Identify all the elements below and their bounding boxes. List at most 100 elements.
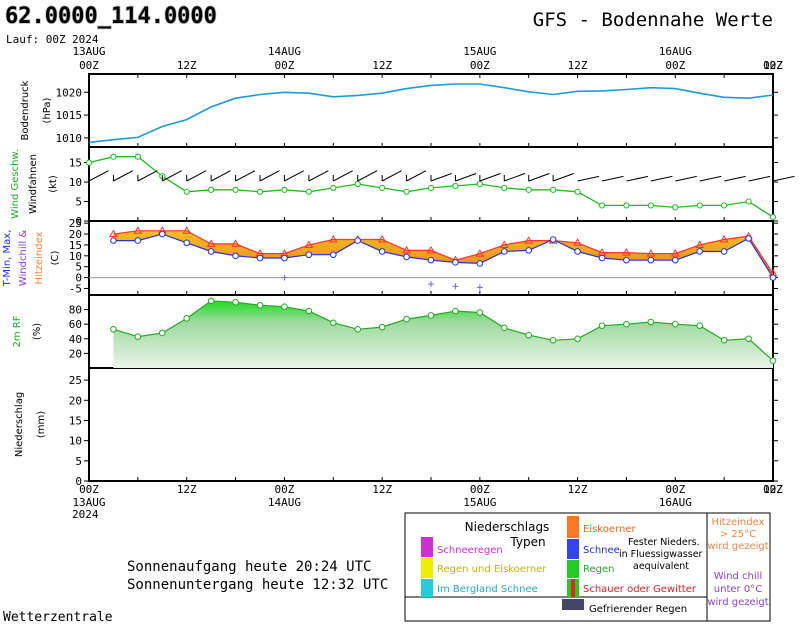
tmin-marker xyxy=(720,248,728,255)
bottom-hour-label: 00Z xyxy=(665,483,685,496)
top-hour-label: 12Z xyxy=(763,59,783,72)
wind-barb xyxy=(430,173,452,182)
bottom-hour-label: 00Z xyxy=(79,483,99,496)
ytick-label: 10 xyxy=(69,250,82,263)
wind-barb xyxy=(259,170,280,182)
wind-point xyxy=(256,188,264,195)
temp-range-fill xyxy=(113,230,773,278)
tmax-marker xyxy=(206,239,216,247)
tmax-marker xyxy=(573,238,582,246)
wind-barb xyxy=(406,170,427,182)
panel-frame-niederschlag xyxy=(88,367,774,482)
legend-regen: Regen xyxy=(583,564,615,575)
wind-point xyxy=(623,202,630,209)
ytick-label: 10 xyxy=(69,176,82,189)
ytick-label: 20 xyxy=(69,394,82,407)
tmax-line xyxy=(113,230,774,274)
rh-area xyxy=(113,300,773,368)
wind-point xyxy=(85,159,93,166)
ylabel-wind: (kt) xyxy=(48,175,59,193)
tmin-marker xyxy=(281,254,288,262)
tmin-marker xyxy=(158,230,166,238)
tmin-marker xyxy=(574,248,581,255)
tmin-marker xyxy=(452,259,459,266)
bottom-date-label: 13AUG xyxy=(72,496,105,509)
rh-point xyxy=(403,315,410,323)
tmax-marker xyxy=(670,249,680,257)
bottom-date-label: 16AUG xyxy=(659,496,692,509)
wind-barb xyxy=(748,175,771,182)
ylabel-temperatur: T-Min, Max, xyxy=(2,230,13,288)
wind-point xyxy=(110,153,117,160)
wind-point xyxy=(330,184,337,191)
ytick-label: 0 xyxy=(75,215,82,228)
ytick-label: 80 xyxy=(69,304,82,317)
tmin-marker xyxy=(378,248,386,255)
tmax-marker xyxy=(133,226,143,234)
wind-barb xyxy=(455,173,477,182)
wind-point xyxy=(134,153,141,160)
tmin-marker xyxy=(134,237,142,244)
swatch-schneeregen xyxy=(421,537,433,557)
bottom-hour-label: 12Z xyxy=(177,483,197,496)
ytick-label: 0 xyxy=(75,272,82,285)
precip-legend: Niederschlags Typen Schneeregen Regen un… xyxy=(404,512,771,622)
top-hour-label: 00Z xyxy=(763,59,783,72)
top-year: 2024 xyxy=(72,33,99,46)
top-hour-label: 00Z xyxy=(470,59,490,72)
bottom-date-labels: 13AUG 14AUG 15AUG 16AUG xyxy=(72,496,691,509)
top-hour-label: 00Z xyxy=(274,59,294,72)
wind-barb xyxy=(772,175,795,182)
top-date-label: 14AUG xyxy=(268,45,301,58)
rh-point xyxy=(207,297,215,305)
wind-point xyxy=(550,186,557,193)
legend-heat-2: > 25°C xyxy=(720,529,756,540)
wind-barb xyxy=(113,170,134,182)
bottom-year: 2024 xyxy=(72,508,99,521)
bottom-hour-label: 00Z xyxy=(470,483,490,496)
wind-barb xyxy=(528,173,550,182)
tmax-marker xyxy=(524,236,534,244)
tmax-marker xyxy=(109,229,118,238)
bottom-date-label: 15AUG xyxy=(463,496,496,509)
rh-point xyxy=(623,320,630,328)
wind-point xyxy=(525,186,532,193)
wind-point xyxy=(647,202,654,209)
tmin-marker xyxy=(110,237,117,244)
tmin-marker xyxy=(329,251,337,259)
wind-point xyxy=(208,186,215,193)
swatch-eiskoerner xyxy=(567,516,579,538)
tmin-marker xyxy=(598,254,606,262)
ytick-label: 25 xyxy=(69,217,82,230)
swatch-gefrier xyxy=(562,599,584,610)
wind-barb xyxy=(284,170,305,182)
wind-barb xyxy=(333,170,353,182)
tmax-marker xyxy=(695,240,705,248)
wind-barb xyxy=(381,170,402,182)
wind-point xyxy=(379,184,386,191)
top-date-label: 13AUG xyxy=(72,45,105,58)
wind-barb xyxy=(186,170,207,182)
wind-point xyxy=(232,186,239,193)
rh-point xyxy=(769,357,777,365)
legend-gefrier: Gefrierender Regen xyxy=(589,604,687,615)
wind-barb xyxy=(724,175,746,182)
top-hour-label: 00Z xyxy=(79,59,99,72)
wind-point xyxy=(672,204,679,211)
wind-point xyxy=(745,198,752,205)
tmin-marker xyxy=(207,248,215,255)
tmin-marker xyxy=(500,248,508,255)
tmin-marker xyxy=(525,247,533,254)
ytick-label: 15 xyxy=(69,239,82,252)
bottom-hour-label: 12Z xyxy=(568,483,588,496)
ytick-label: 20 xyxy=(69,347,82,360)
tmin-marker xyxy=(232,252,239,260)
top-hour-label: 12Z xyxy=(372,59,392,72)
ylabel-feuchte: 2m RF xyxy=(12,315,23,347)
tmax-marker xyxy=(328,235,338,243)
legend-eiskoerner: Eiskoerner xyxy=(583,524,636,535)
tmax-marker xyxy=(304,240,314,248)
top-hour-label: 00Z xyxy=(665,59,685,72)
